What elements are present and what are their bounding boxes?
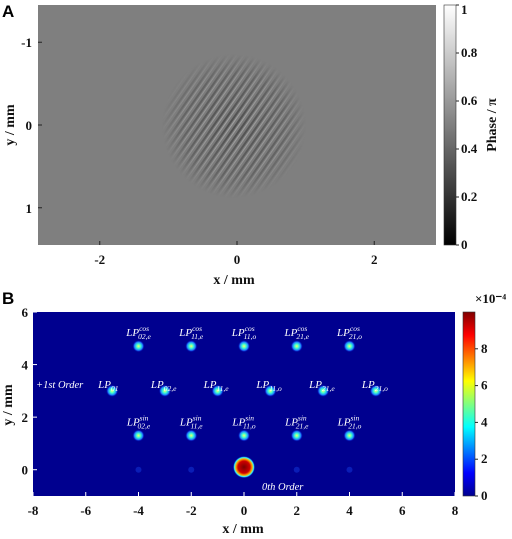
panel-b-x-tick-label: -6 [80, 503, 91, 518]
mode-labels: LPcos 02,e LPcos 11,e LPcos 11,o LPcos 21,e LPco… [97, 324, 388, 430]
mode-label: LP11,e [203, 379, 230, 393]
phase-colorbar-tick-label: 0.4 [461, 141, 478, 156]
panel-b-y-tick-label: 2 [22, 410, 29, 425]
residual-spot [293, 466, 300, 473]
mode-spot [132, 429, 145, 442]
panel-a-x-tick-label: -2 [94, 252, 105, 267]
mode-spot [369, 384, 382, 397]
phase-colorbar-tick-label: 0 [461, 237, 468, 252]
phase-colorbar-tick-label: 1 [461, 2, 468, 17]
mode-label: LP01 [97, 379, 118, 393]
mode-spot [290, 340, 303, 353]
intensity-colorbar-tick-label: 2 [481, 451, 488, 466]
panel-a-y-tick-label: 0 [26, 118, 33, 133]
phase-colorbar-label: Phase / π [485, 98, 500, 152]
panel-a-y-tick-label: 1 [26, 201, 33, 216]
zero-order-spot [233, 456, 255, 479]
mode-spot [158, 384, 171, 397]
panel-a-x-label: x / mm [213, 273, 255, 288]
phase-colorbar-tick-label: 0.2 [461, 189, 477, 204]
mode-spot [238, 340, 250, 353]
mode-spot [238, 429, 250, 442]
panel-b-x-tick-label: -8 [28, 503, 39, 518]
panel-b-x-tick-label: 2 [294, 503, 301, 518]
phase-colorbar-tick-label: 0.6 [461, 93, 478, 108]
mode-label: LPsin 21,e [284, 414, 309, 431]
mode-spot [264, 384, 277, 397]
panel-b-y-tick-label: 4 [22, 358, 29, 373]
mode-label: LPsin 11,e [179, 414, 203, 431]
phase-colorbar-ticks: 0 0.2 0.4 0.6 0.8 1 [456, 2, 478, 252]
panel-b-x-tick-label: -4 [133, 503, 144, 518]
panel-b-y-tick-label: 0 [22, 463, 29, 478]
mode-label: LP02,e [150, 379, 177, 393]
panel-a-x-ticks: -2 0 2 [94, 241, 377, 267]
panel-a-x-tick-label: 0 [234, 252, 241, 267]
panel-b-x-tick-label: 4 [346, 503, 353, 518]
residual-spot [135, 466, 142, 473]
panel-a-y-tick-label: -1 [21, 35, 32, 50]
mode-label: LPcos 21,e [283, 324, 309, 341]
mode-spot [185, 340, 198, 353]
mode-spot [290, 429, 303, 442]
phase-hologram-pattern [162, 54, 306, 198]
mode-spot [317, 384, 330, 397]
panel-b-x-label: x / mm [222, 522, 264, 537]
intensity-colorbar-tick-label: 6 [481, 378, 488, 393]
mode-spot [106, 384, 119, 397]
mode-label: LPcos 11,e [178, 324, 204, 341]
mode-label: LPsin 11,o [231, 414, 255, 431]
intensity-colorbar-tick-label: 8 [481, 341, 488, 356]
panel-b-y-label: y / mm [1, 384, 16, 426]
panel-a-label: A [2, 2, 14, 21]
mode-label: LPcos 11,o [231, 324, 257, 341]
zero-order-label: 0th Order [262, 482, 304, 493]
mode-label: LPsin 02,e [126, 414, 151, 431]
residual-spot [346, 466, 353, 473]
panel-a-y-label: y / mm [3, 104, 18, 146]
intensity-colorbar-tick-label: 4 [481, 414, 488, 429]
panel-b-x-tick-label: 6 [399, 503, 406, 518]
intensity-colorbar-ticks: 0 2 4 6 8 [475, 341, 488, 503]
mode-label: LPsin 21,o [337, 414, 362, 431]
panel-b-x-tick-label: 8 [452, 503, 459, 518]
mode-spots [106, 340, 382, 479]
panel-a-x-tick-label: 2 [371, 252, 378, 267]
mode-spot [343, 429, 356, 442]
intensity-colorbar-tick-label: 0 [481, 488, 488, 503]
mode-label: LP11,o [255, 379, 282, 393]
panel-b-label: B [2, 289, 14, 308]
panel-b-x-tick-label: -2 [186, 503, 197, 518]
mode-label: LPcos 02,e [125, 324, 151, 341]
mode-spot [343, 340, 356, 353]
panel-b-x-tick-label: 0 [241, 503, 248, 518]
phase-colorbar [443, 4, 457, 246]
mode-label: LP21,e [308, 379, 335, 393]
panel-b-y-tick-label: 6 [22, 305, 29, 320]
panel-b-y-ticks: 0 2 4 6 [22, 305, 37, 478]
mode-spot [211, 384, 224, 397]
panel-a-y-ticks: -1 0 1 [21, 35, 42, 216]
intensity-colorbar [462, 311, 476, 497]
intensity-colorbar-multiplier: ×10⁻⁴ [475, 291, 506, 306]
first-order-label: +1st Order [36, 380, 84, 391]
mode-label: LP21,o [361, 379, 388, 393]
phase-colorbar-tick-label: 0.8 [461, 45, 478, 60]
mode-spot [132, 340, 145, 353]
panel-b-x-ticks: -8 -6 -4 -2 0 2 4 6 8 [28, 492, 459, 518]
mode-spot [185, 429, 198, 442]
residual-spot [188, 466, 195, 473]
mode-label: LPcos 21,o [336, 324, 362, 341]
